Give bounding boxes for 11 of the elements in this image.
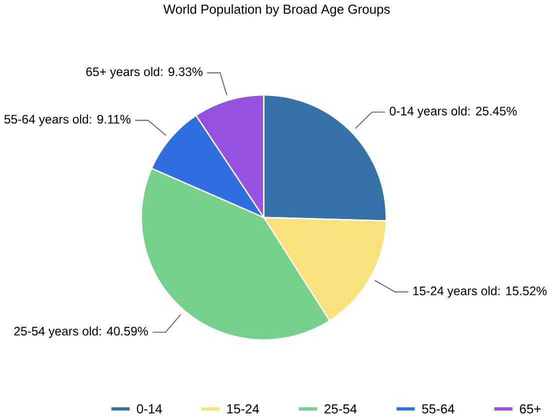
- data-label: 0-14 years old: 25.45%: [390, 106, 517, 118]
- data-label: 55-64 years old: 9.11%: [4, 114, 130, 126]
- data-label: 65+ years old: 9.33%: [86, 67, 202, 79]
- legend-label: 65+: [520, 404, 541, 414]
- chart-title: World Population by Broad Age Groups: [163, 4, 390, 16]
- legend-label: 15-24: [227, 404, 260, 414]
- legend-label: 25-54: [324, 404, 357, 414]
- data-label: 25-54 years old: 40.59%: [14, 326, 148, 338]
- legend-label: 55-64: [422, 404, 454, 414]
- data-label: 15-24 years old: 15.52%: [413, 286, 547, 298]
- legend-label: 0-14: [136, 404, 162, 414]
